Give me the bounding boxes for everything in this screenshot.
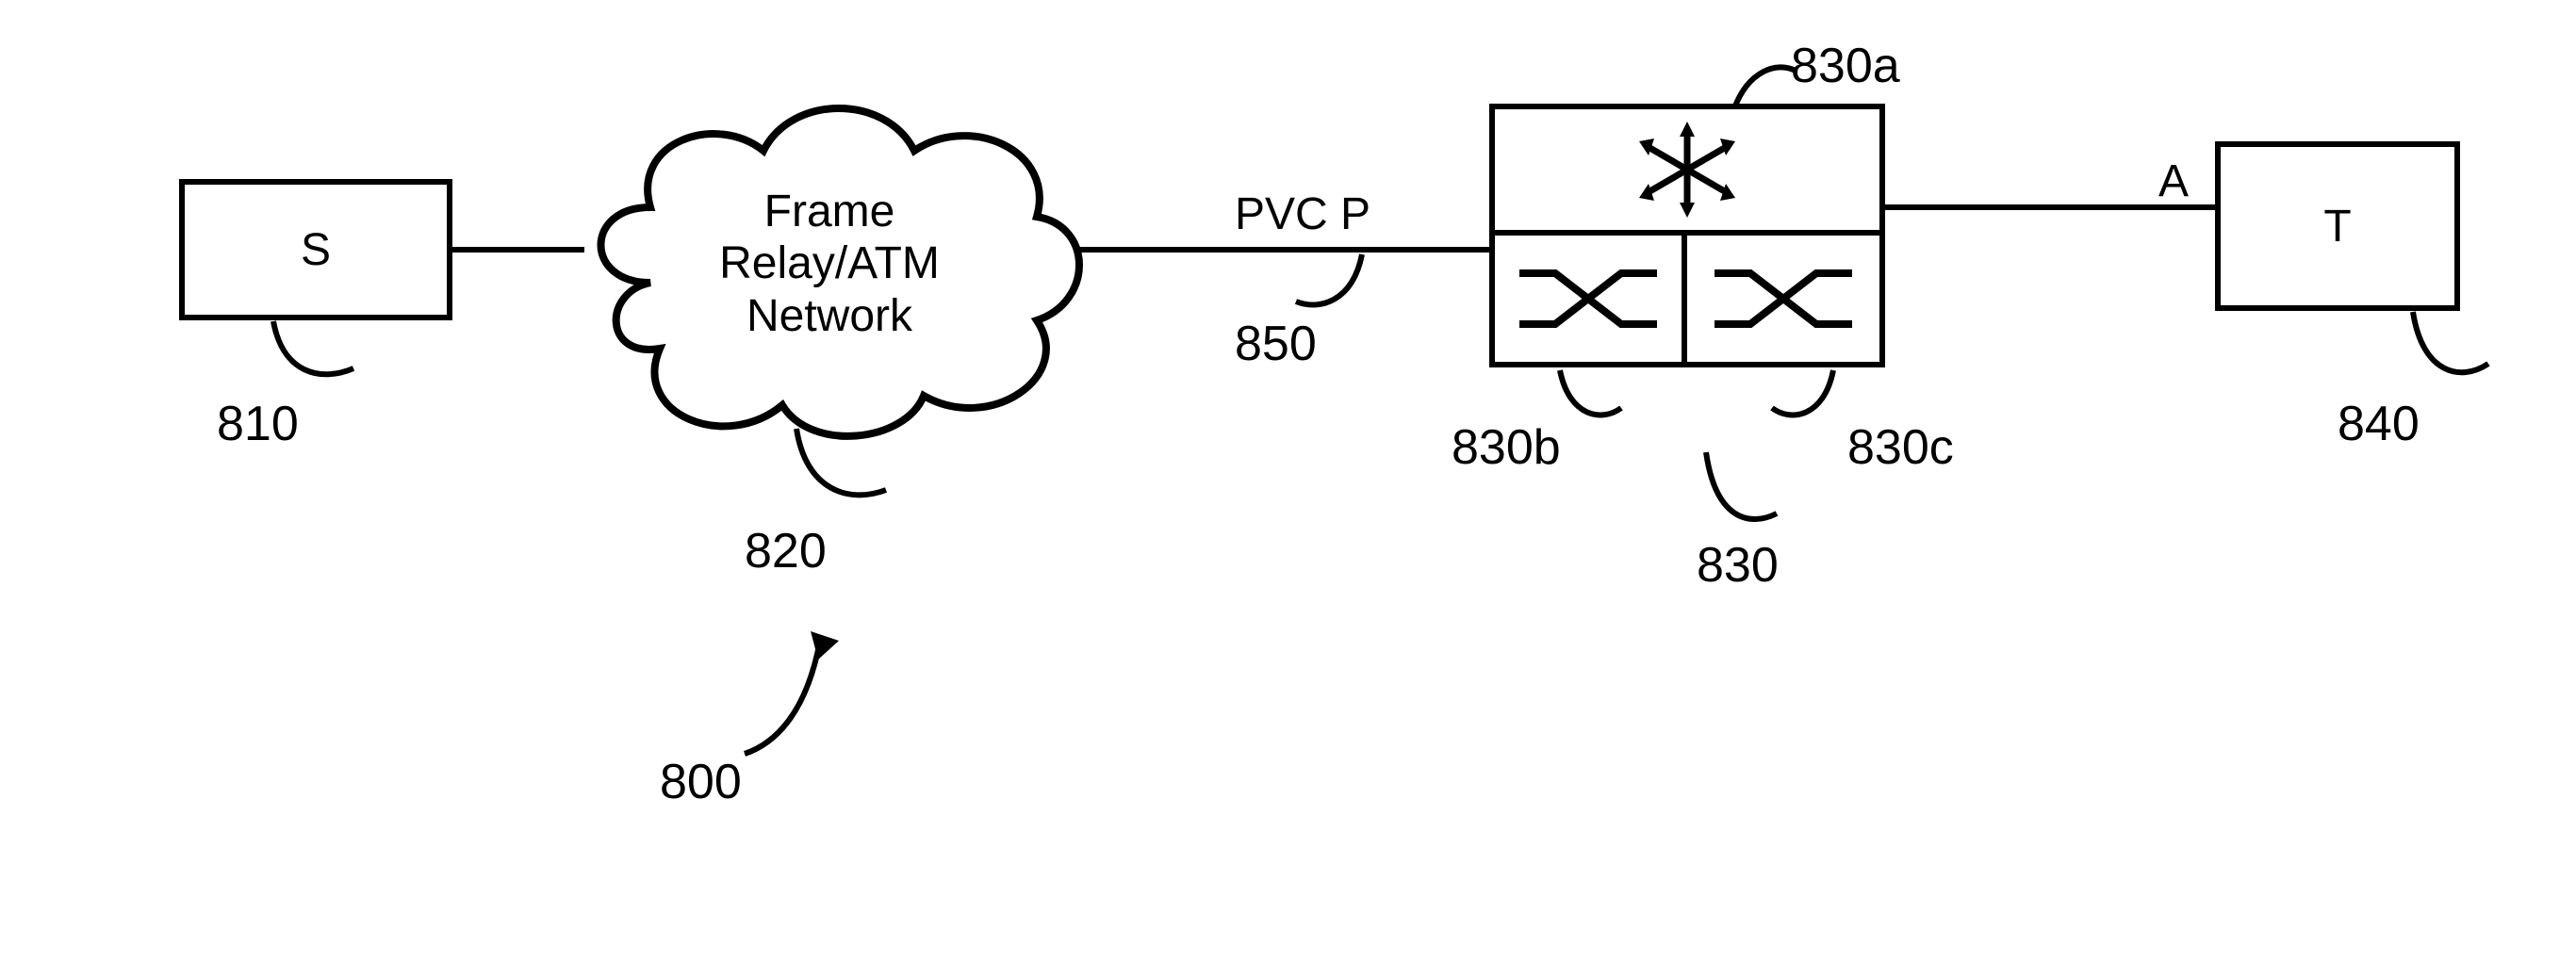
cloud-label-line1: Frame (719, 186, 940, 237)
cloud-label-line3: Network (719, 290, 940, 342)
router-star-icon (1626, 118, 1748, 221)
device-top-cell (1495, 109, 1879, 236)
ref-figure: 800 (660, 754, 742, 810)
target-label: T (2323, 201, 2351, 253)
ref-830: 830 (1697, 537, 1779, 594)
ref-pvc: 850 (1235, 316, 1317, 372)
cloud-node: Frame Relay/ATM Network (566, 75, 1093, 452)
cloud-label-line2: Relay/ATM (719, 237, 940, 289)
link-cloud-dev (1075, 247, 1489, 253)
target-node: T (2215, 141, 2460, 311)
ref-830c: 830c (1847, 419, 1954, 476)
device-bottom-left-cell (1495, 236, 1687, 362)
network-diagram: S 810 Frame Relay/ATM Network 820 PVC P … (0, 0, 2576, 978)
device-node (1489, 104, 1885, 367)
source-node: S (179, 179, 452, 320)
ref-830b: 830b (1452, 419, 1561, 476)
ref-target: 840 (2338, 396, 2420, 452)
pvc-label: PVC P (1235, 188, 1370, 240)
a-label: A (2158, 155, 2189, 207)
switch-x-icon (1508, 247, 1668, 350)
source-label: S (301, 224, 331, 276)
cloud-label: Frame Relay/ATM Network (719, 186, 940, 342)
ref-source: 810 (217, 396, 299, 452)
link-s-cloud (452, 247, 584, 253)
ref-830a: 830a (1791, 38, 1900, 94)
ref-cloud: 820 (745, 523, 827, 579)
device-bottom-right-cell (1687, 236, 1879, 362)
switch-x-icon (1703, 247, 1863, 350)
